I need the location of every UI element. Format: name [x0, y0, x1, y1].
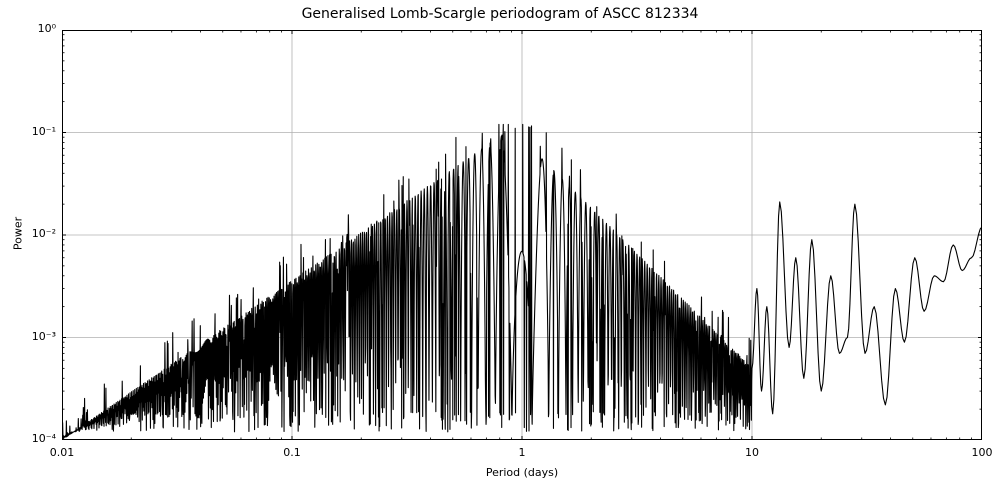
tick-label: 0.01	[50, 446, 75, 459]
tick-label: 0.1	[283, 446, 301, 459]
tick-label: 10⁰	[38, 22, 56, 35]
chart-title: Generalised Lomb-Scargle periodogram of …	[0, 6, 1000, 22]
tick-label: 10⁻³	[32, 330, 56, 343]
periodogram-plot	[62, 30, 982, 440]
x-axis-label: Period (days)	[62, 466, 982, 479]
plot-svg	[62, 30, 982, 440]
tick-label: 100	[972, 446, 993, 459]
tick-label: 10⁻⁴	[32, 432, 56, 445]
tick-label: 1	[519, 446, 526, 459]
tick-label: 10⁻¹	[32, 125, 56, 138]
tick-label: 10⁻²	[32, 227, 56, 240]
y-axis-label: Power	[12, 134, 25, 334]
tick-label: 10	[745, 446, 759, 459]
